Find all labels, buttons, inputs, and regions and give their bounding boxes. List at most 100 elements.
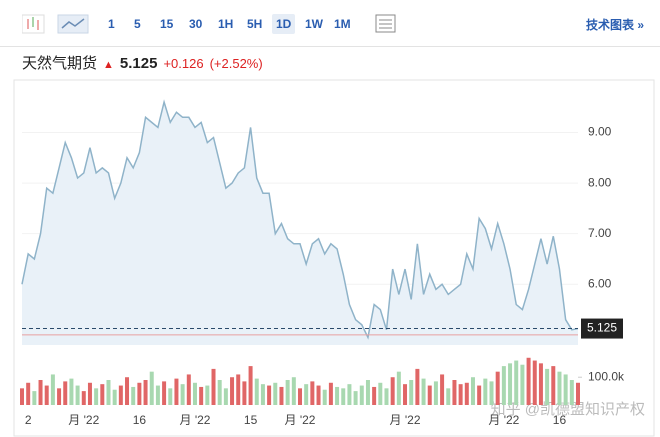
volume-bar <box>254 378 259 405</box>
volume-bar <box>563 374 568 405</box>
interval-button[interactable]: 5H <box>247 17 263 31</box>
volume-bar <box>112 389 117 405</box>
volume-bar <box>316 385 321 405</box>
interval-button[interactable]: 1M <box>334 17 351 31</box>
volume-bar <box>155 385 160 405</box>
interval-button[interactable]: 1W <box>305 17 323 31</box>
settings-icon[interactable] <box>375 14 397 34</box>
volume-bar <box>279 386 284 405</box>
volume-bar <box>100 384 105 405</box>
chart-type-icons <box>22 14 89 34</box>
volume-bar <box>359 385 364 405</box>
x-tick-label: 月 '22 <box>390 413 421 427</box>
volume-bar <box>162 381 167 405</box>
volume-bar <box>347 384 352 405</box>
volume-bar <box>390 377 395 405</box>
volume-bar <box>464 382 469 405</box>
up-arrow: ▲ <box>103 59 114 71</box>
volume-bar <box>38 380 43 405</box>
volume-bar <box>75 385 80 405</box>
volume-bar <box>211 368 216 405</box>
volume-bar <box>495 371 500 405</box>
volume-bar <box>63 381 68 405</box>
volume-bar <box>106 380 111 405</box>
volume-bar <box>545 368 550 405</box>
volume-bar <box>409 380 414 405</box>
volume-bar <box>532 360 537 405</box>
volume-bar <box>538 363 543 405</box>
volume-bar <box>328 382 333 405</box>
toolbar: 1 5 15 30 1H 5H 1D 1W 1M 技术图表 » <box>0 0 660 47</box>
last-price-label: 5.125 <box>587 321 617 335</box>
volume-bar <box>452 380 457 405</box>
volume-bar <box>57 388 62 405</box>
volume-bar <box>199 386 204 405</box>
interval-button[interactable]: 1D <box>272 14 296 34</box>
volume-bar <box>217 380 222 405</box>
price-line <box>21 99 579 340</box>
volume-bar <box>291 377 296 405</box>
x-tick-label: 月 '22 <box>68 413 99 427</box>
volume-bar <box>131 386 136 405</box>
volume-bar <box>230 377 235 405</box>
interval-button[interactable]: 30 <box>189 17 203 31</box>
volume-bar <box>125 377 130 405</box>
y-tick-label: 9.00 <box>588 125 612 139</box>
volume-bar <box>483 378 488 405</box>
quote-header: 天然气期货 ▲ 5.125 +0.126 (+2.52%) <box>22 52 269 73</box>
volume-bar <box>421 378 426 405</box>
volume-bar <box>32 391 37 405</box>
x-tick-label: 月 '22 <box>488 413 519 427</box>
price: 5.125 <box>119 55 158 72</box>
volume-bar <box>236 374 241 405</box>
volume-bar <box>180 384 185 405</box>
volume-bar <box>248 366 253 405</box>
volume-bar <box>341 388 346 405</box>
interval-button[interactable]: 15 <box>160 17 174 31</box>
volume-bar <box>446 388 451 405</box>
y2-tick-label: 100.0k <box>588 369 625 383</box>
volume-bar <box>378 382 383 405</box>
volume-bar <box>433 381 438 405</box>
volume-bar <box>242 381 247 405</box>
volume-bar <box>223 388 228 405</box>
volume-bar <box>20 388 24 405</box>
x-tick-label: 15 <box>244 413 258 427</box>
volume-bar <box>118 385 123 405</box>
volume-bar <box>260 384 265 405</box>
technical-chart-link[interactable]: 技术图表 » <box>585 18 644 32</box>
volume-bar <box>205 385 210 405</box>
x-tick-label: 16 <box>553 413 567 427</box>
last-price-tag <box>581 318 623 339</box>
interval-button[interactable]: 5 <box>134 17 141 31</box>
volume-bar <box>403 384 408 405</box>
volume-bar <box>520 364 525 405</box>
volume-bar <box>174 378 179 405</box>
interval-button[interactable]: 1H <box>218 17 234 31</box>
y-tick-label: 7.00 <box>588 226 612 240</box>
volume-bar <box>458 384 463 405</box>
interval-button[interactable]: 1 <box>108 17 115 31</box>
volume-bar <box>551 366 556 405</box>
volume-bar <box>273 382 278 405</box>
x-tick-label: 2 <box>25 413 32 427</box>
volume-bar <box>267 385 272 405</box>
chart-frame <box>13 79 655 437</box>
volume-bar <box>514 360 519 405</box>
volume-bar <box>353 391 358 405</box>
volume-bar <box>440 374 445 405</box>
volume-bar <box>526 357 531 405</box>
volume-bar <box>137 382 142 405</box>
volume-bar <box>26 382 31 405</box>
volume-bar <box>81 391 86 405</box>
instrument-name: 天然气期货 <box>22 55 98 72</box>
volume-bar <box>557 371 562 405</box>
watermark: 知乎 @凯德盟知识产权 <box>491 400 645 418</box>
volume-bar <box>310 381 315 405</box>
volume-bar <box>87 382 92 405</box>
volume-bar <box>192 382 197 405</box>
volume-bar <box>427 385 432 405</box>
price-area <box>22 102 578 346</box>
change: +0.126 <box>163 56 204 71</box>
